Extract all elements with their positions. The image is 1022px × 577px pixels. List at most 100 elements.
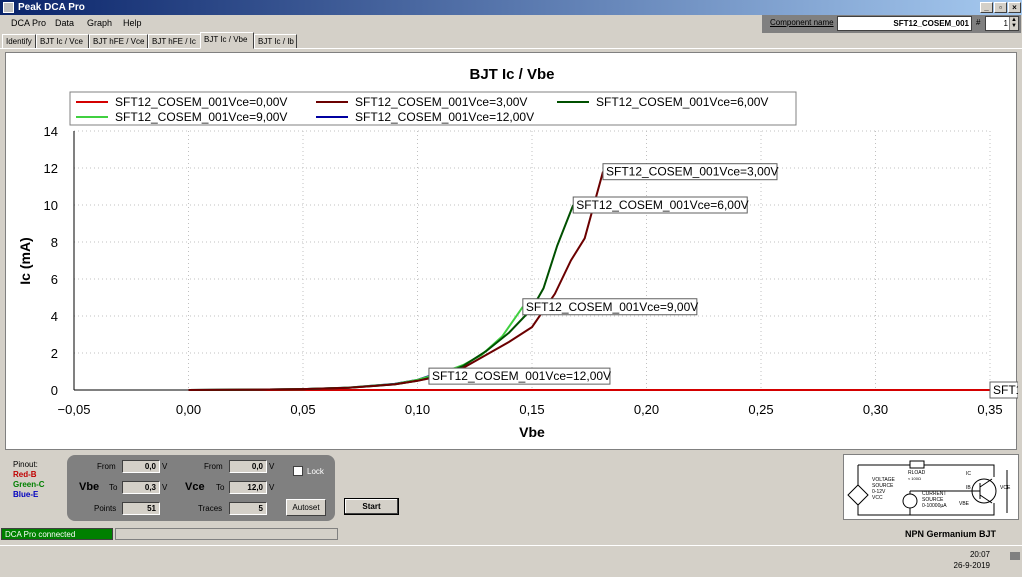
- x-tick-label: 0,35: [977, 402, 1002, 417]
- series-end-label-box: [602, 163, 778, 181]
- vce-from-unit: V: [269, 462, 275, 471]
- component-name-label: Component name: [770, 18, 834, 27]
- vbe-from-field[interactable]: 0,0: [122, 460, 160, 473]
- pinout-emitter: Blue-E: [13, 490, 39, 499]
- isource-line2: SOURCE: [922, 497, 944, 503]
- tab-pane: [0, 48, 1022, 456]
- points-label: Points: [94, 504, 117, 513]
- pinout-legend: Pinout: Red-B Green-C Blue-E: [13, 460, 45, 500]
- vce-to-unit: V: [269, 483, 275, 492]
- ib-label: IB: [966, 485, 971, 491]
- component-name-box: Component name SFT12_COSEM_001 # 1 ▲ ▼: [762, 15, 1021, 33]
- vce-from-field[interactable]: 0,0: [229, 460, 267, 473]
- vbe-diagram-label: VBE: [959, 501, 970, 507]
- series-end-label-box: [572, 196, 748, 214]
- menu-graph[interactable]: Graph: [87, 18, 113, 28]
- series-end-label: SFT12_COSEM_001Vce=9,00V: [522, 298, 698, 316]
- isource-line1: CURRENT: [922, 491, 946, 497]
- legend-box: [69, 91, 797, 126]
- lock-checkbox[interactable]: [293, 466, 303, 476]
- system-clock: 20:07 26-9-2019: [954, 549, 990, 571]
- autoset-button[interactable]: Autoset: [286, 499, 326, 516]
- vce-diagram-label: VCE: [1000, 485, 1011, 491]
- isource-line3: 0-10000µA: [922, 503, 947, 509]
- tab-identify[interactable]: Identify: [2, 34, 36, 49]
- rload-label: RLOAD: [908, 470, 926, 476]
- traces-label: Traces: [198, 504, 223, 513]
- x-tick-label: 0,30: [863, 402, 888, 417]
- x-tick-label: 0,25: [748, 402, 773, 417]
- y-tick-label: 12: [44, 161, 58, 176]
- series-end-label-text: SFT12_COSEM_001Vce=6,00V: [576, 198, 748, 212]
- close-button[interactable]: ×: [1008, 2, 1021, 13]
- component-name-field[interactable]: SFT12_COSEM_001: [837, 16, 972, 31]
- series-end-label: SFT12_COSEM_001Vce=12,00V: [428, 367, 611, 385]
- chart-area: BJT Ic / Vbe −0,05 0,00 0,05 0,10 0,15 0,20 0,2…: [5, 52, 1018, 450]
- x-tick-label: 0,05: [290, 402, 315, 417]
- rload-value: ≈ 100Ω: [908, 476, 921, 481]
- progress-bar: [115, 528, 338, 540]
- y-axis-label: Ic (mA): [17, 237, 33, 284]
- title-bar: Peak DCA Pro _ ▫ ×: [0, 0, 1022, 15]
- tab-ic-ib[interactable]: BJT Ic / Ib: [254, 34, 297, 49]
- y-tick-label: 10: [44, 198, 58, 213]
- clock-time: 20:07: [969, 550, 990, 559]
- x-tick-label: 0,00: [176, 402, 201, 417]
- series-line: [188, 204, 575, 391]
- connection-status: DCA Pro connected: [1, 528, 113, 540]
- series-end-label: SFT12_COSEM_001Vce=6,00V: [572, 196, 749, 214]
- menu-data[interactable]: Data: [55, 18, 75, 28]
- series-end-label-text: SFT12_COSEM_001Vce=9,00V: [526, 300, 698, 314]
- traces-field[interactable]: 5: [229, 502, 267, 515]
- pinout-title: Pinout:: [13, 460, 38, 469]
- menu-bar: DCA Pro Data Graph Help: [0, 15, 1022, 33]
- lock-label: Lock: [307, 467, 324, 476]
- menu-dca-pro[interactable]: DCA Pro: [11, 18, 47, 28]
- tab-hfe-ic[interactable]: BJT hFE / Ic: [148, 34, 201, 49]
- series-line: [188, 171, 604, 391]
- vce-to-field[interactable]: 12,0: [229, 481, 267, 494]
- series-end-label-box: [989, 381, 1018, 399]
- tab-ic-vbe[interactable]: BJT Ic / Vbe: [200, 32, 254, 49]
- x-tick-label: 0,20: [634, 402, 659, 417]
- window-title: Peak DCA Pro: [18, 2, 85, 13]
- y-tick-label: 0: [51, 383, 58, 398]
- y-tick-label: 4: [51, 309, 58, 324]
- vce-from-label: From: [204, 462, 223, 471]
- spinner-arrows-icon[interactable]: ▲ ▼: [1009, 17, 1018, 30]
- menu-help[interactable]: Help: [123, 18, 142, 28]
- vsource-line2: SOURCE: [872, 483, 894, 489]
- x-tick-label: −0,05: [58, 402, 91, 417]
- component-index-value: 1: [1003, 19, 1008, 28]
- legend-entry: SFT12_COSEM_001Vce=9,00V: [115, 110, 287, 124]
- vbe-to-field[interactable]: 0,3: [122, 481, 160, 494]
- series-end-label-text: SFT12_COSEM_001Vce: [993, 383, 1018, 397]
- sweep-settings-panel: From 0,0 V Vbe To 0,3 V Points 51 From 0…: [67, 455, 335, 521]
- y-tick-label: 14: [44, 124, 58, 139]
- maximize-button[interactable]: ▫: [994, 2, 1007, 13]
- status-bar: DCA Pro connected NPN Germanium BJT: [0, 526, 1022, 541]
- x-tick-label: 0,15: [519, 402, 544, 417]
- tray-icon[interactable]: [1010, 552, 1020, 560]
- legend-entry: SFT12_COSEM_001Vce=6,00V: [596, 95, 768, 109]
- legend-entry: SFT12_COSEM_001Vce=0,00V: [115, 95, 287, 109]
- transistor-type: NPN Germanium BJT: [905, 529, 997, 539]
- pinout-collector: Green-C: [13, 480, 45, 489]
- tab-hfe-vce[interactable]: BJT hFE / Vce: [89, 34, 148, 49]
- vbe-to-unit: V: [162, 483, 168, 492]
- vbe-to-label: To: [109, 483, 118, 492]
- minimize-button[interactable]: _: [980, 2, 993, 13]
- vce-to-label: To: [216, 483, 225, 492]
- y-tick-label: 6: [51, 272, 58, 287]
- start-button[interactable]: Start: [344, 498, 399, 515]
- circuit-diagram: RLOAD ≈ 100Ω IC IB VCE VBE VOLTAGE SOURC…: [843, 454, 1019, 520]
- vsource-line4: VCC: [872, 495, 883, 501]
- index-hash-label: #: [976, 18, 981, 27]
- series-end-label-text: SFT12_COSEM_001Vce=3,00V: [606, 165, 778, 179]
- component-index-spinner[interactable]: 1 ▲ ▼: [985, 16, 1019, 31]
- vbe-from-label: From: [97, 462, 116, 471]
- vbe-label: Vbe: [79, 481, 100, 493]
- series-end-label: SFT12_COSEM_001Vce=3,00V: [602, 163, 778, 181]
- points-field[interactable]: 51: [122, 502, 160, 515]
- tab-ic-vce[interactable]: BJT Ic / Vce: [36, 34, 89, 49]
